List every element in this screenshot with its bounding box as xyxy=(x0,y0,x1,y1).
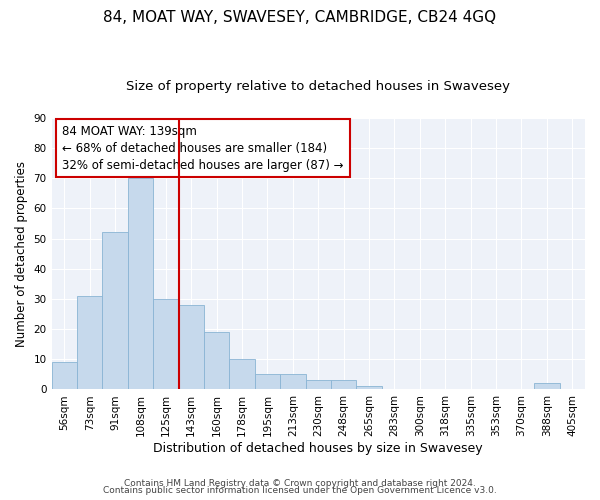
Text: 84 MOAT WAY: 139sqm
← 68% of detached houses are smaller (184)
32% of semi-detac: 84 MOAT WAY: 139sqm ← 68% of detached ho… xyxy=(62,124,344,172)
Text: 84, MOAT WAY, SWAVESEY, CAMBRIDGE, CB24 4GQ: 84, MOAT WAY, SWAVESEY, CAMBRIDGE, CB24 … xyxy=(103,10,497,25)
X-axis label: Distribution of detached houses by size in Swavesey: Distribution of detached houses by size … xyxy=(154,442,483,455)
Bar xyxy=(179,305,204,390)
Bar xyxy=(153,299,179,390)
Bar xyxy=(128,178,153,390)
Bar xyxy=(204,332,229,390)
Bar xyxy=(305,380,331,390)
Bar xyxy=(280,374,305,390)
Bar xyxy=(77,296,103,390)
Text: Contains public sector information licensed under the Open Government Licence v3: Contains public sector information licen… xyxy=(103,486,497,495)
Text: Contains HM Land Registry data © Crown copyright and database right 2024.: Contains HM Land Registry data © Crown c… xyxy=(124,478,476,488)
Bar xyxy=(52,362,77,390)
Y-axis label: Number of detached properties: Number of detached properties xyxy=(15,160,28,346)
Bar xyxy=(356,386,382,390)
Bar xyxy=(229,360,255,390)
Title: Size of property relative to detached houses in Swavesey: Size of property relative to detached ho… xyxy=(126,80,510,93)
Bar xyxy=(255,374,280,390)
Bar xyxy=(534,384,560,390)
Bar xyxy=(103,232,128,390)
Bar xyxy=(331,380,356,390)
